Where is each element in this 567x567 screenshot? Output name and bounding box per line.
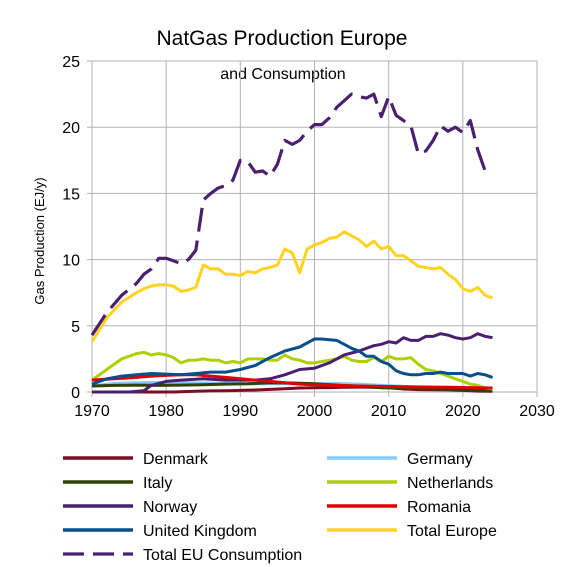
- legend-label-norway: Norway: [143, 499, 197, 516]
- y-tick-label: 20: [62, 120, 80, 137]
- x-tick-label: 2020: [445, 403, 481, 420]
- y-tick-label: 0: [71, 385, 80, 402]
- series-line-united-kingdom: [91, 337, 493, 386]
- y-tick-label: 25: [62, 54, 80, 71]
- legend-label-united-kingdom: United Kingdom: [143, 523, 257, 540]
- y-axis-label: Gas Production (EJ/y): [32, 177, 47, 304]
- legend-label-total-eu-consumption: Total EU Consumption: [143, 547, 302, 564]
- series-line-norway: [92, 332, 493, 394]
- y-tick-labels: 0 5 10 15 20 25: [62, 54, 80, 402]
- series-line-total-eu-consumption: [90, 92, 493, 336]
- x-tick-label: 1990: [223, 403, 259, 420]
- x-tick-label: 1980: [148, 403, 184, 420]
- y-tick-label: 5: [71, 319, 80, 336]
- legend-label-italy: Italy: [143, 475, 172, 492]
- chart-subtitle: and Consumption: [220, 66, 345, 83]
- legend-label-romania: Romania: [407, 499, 471, 516]
- series-line-romania: [91, 373, 493, 390]
- x-tick-label: 1970: [74, 403, 110, 420]
- chart-title: NatGas Production Europe: [157, 27, 408, 50]
- y-tick-label: 15: [62, 186, 80, 203]
- series-lines: [90, 92, 494, 394]
- x-tick-label: 2000: [297, 403, 333, 420]
- x-tick-labels: 1970 1980 1990 2000 2010 2020 2030: [74, 403, 555, 420]
- x-tick-label: 2010: [371, 403, 407, 420]
- legend-label-denmark: Denmark: [143, 451, 209, 468]
- legend-label-netherlands: Netherlands: [407, 475, 493, 492]
- legend-label-germany: Germany: [407, 451, 473, 468]
- grid: [87, 60, 538, 397]
- legend-label-total-europe: Total Europe: [407, 523, 497, 540]
- series-line-total-europe: [90, 230, 494, 343]
- y-tick-label: 10: [62, 253, 80, 270]
- legend: Denmark Germany Italy Netherlands Norway Roma…: [63, 451, 497, 564]
- series-line-netherlands: [91, 350, 493, 391]
- x-tick-label: 2030: [519, 403, 555, 420]
